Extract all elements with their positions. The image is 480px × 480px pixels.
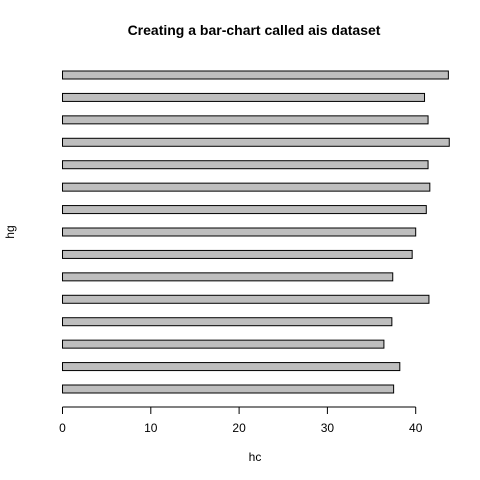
bar [62,137,450,147]
bars-group [62,70,450,394]
bar [62,182,431,192]
chart-title: Creating a bar-chart called ais dataset [128,22,381,38]
bar [62,227,417,237]
bar [62,92,426,102]
bar [62,160,429,170]
bar [62,294,430,304]
bar [62,339,385,349]
bar [62,115,429,125]
x-axis-label: hc [249,450,262,464]
x-tick-label: 30 [321,421,335,435]
bar [62,384,395,394]
bar [62,205,427,215]
bar [62,362,401,372]
y-axis-label: hg [3,225,17,238]
bar [62,249,413,259]
x-tick-label: 10 [144,421,158,435]
bar [62,272,394,282]
x-tick-label: 40 [409,421,423,435]
bar [62,70,449,80]
x-tick-label: 0 [59,421,66,435]
x-axis: 0 10 20 30 40 [59,406,423,435]
x-tick-label: 20 [232,421,246,435]
bar [62,317,393,327]
